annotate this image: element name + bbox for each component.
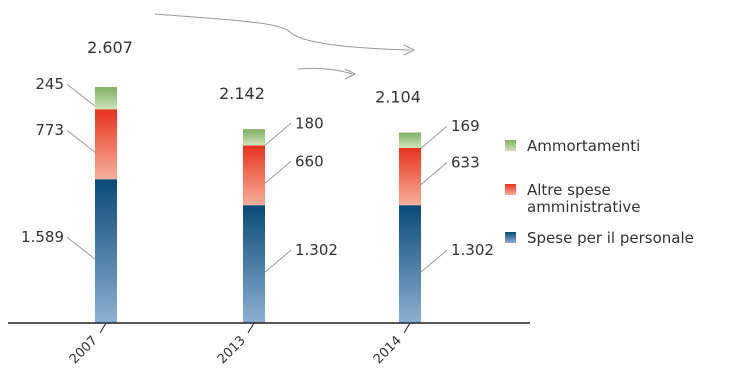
leader-line (420, 249, 448, 273)
tick-mark (99, 322, 107, 334)
decorative-arrows (154, 13, 416, 80)
value-label-2007-s0: 1.589 (21, 228, 64, 246)
leader-line (264, 160, 292, 184)
legend-label-s0: Spese per il personale (527, 229, 694, 247)
leader-line (66, 83, 96, 107)
value-label-2007-s1: 773 (35, 121, 64, 139)
leader-line (66, 236, 96, 260)
leader-line (264, 122, 292, 146)
bar-segment-2013-s0 (243, 205, 265, 323)
value-label-2013-s2: 180 (295, 114, 324, 132)
x-tick-label-2014: 2014 (371, 333, 405, 367)
leader-line (420, 162, 448, 185)
x-tick-label-2007: 2007 (67, 333, 101, 367)
decorative-arrowhead-long (403, 44, 416, 56)
legend-swatch-s1 (505, 184, 516, 195)
leader-line (420, 125, 448, 149)
bar-segment-2013-s1 (243, 145, 265, 206)
legend-label-s1: Altre spese (527, 181, 611, 199)
legend-label-s1-line1: amministrative (527, 198, 640, 216)
value-label-2007-s2: 245 (35, 75, 64, 93)
value-label-2014-s2: 169 (451, 117, 480, 135)
bar-segment-2007-s0 (95, 179, 117, 323)
tick-mark (403, 322, 411, 334)
value-label-2013-s1: 660 (295, 152, 324, 170)
legend-label-s2: Ammortamenti (527, 137, 640, 155)
decorative-arrowhead-short (344, 68, 357, 80)
x-tick-label-2013: 2013 (215, 333, 249, 367)
leader-line (264, 249, 292, 273)
decorative-arrow-long (154, 13, 411, 51)
leader-line (66, 129, 96, 153)
bar-segment-2014-s1 (399, 147, 421, 206)
value-label-2014-s0: 1.302 (451, 241, 494, 259)
decorative-arrow-short (297, 67, 353, 75)
bar-segment-2014-s2 (399, 132, 421, 148)
bar-segment-2007-s1 (95, 109, 117, 180)
legend-swatch-s0 (505, 232, 516, 243)
bar-segment-2014-s0 (399, 205, 421, 323)
total-label-2014: 2.104 (375, 88, 421, 107)
bar-segment-2007-s2 (95, 87, 117, 110)
total-label-2007: 2.607 (87, 38, 133, 57)
value-label-2014-s1: 633 (451, 154, 480, 172)
value-label-2013-s0: 1.302 (295, 241, 338, 259)
total-label-2013: 2.142 (219, 84, 265, 103)
legend-swatch-s2 (505, 140, 516, 151)
tick-mark (247, 322, 255, 334)
bar-segment-2013-s2 (243, 129, 265, 146)
